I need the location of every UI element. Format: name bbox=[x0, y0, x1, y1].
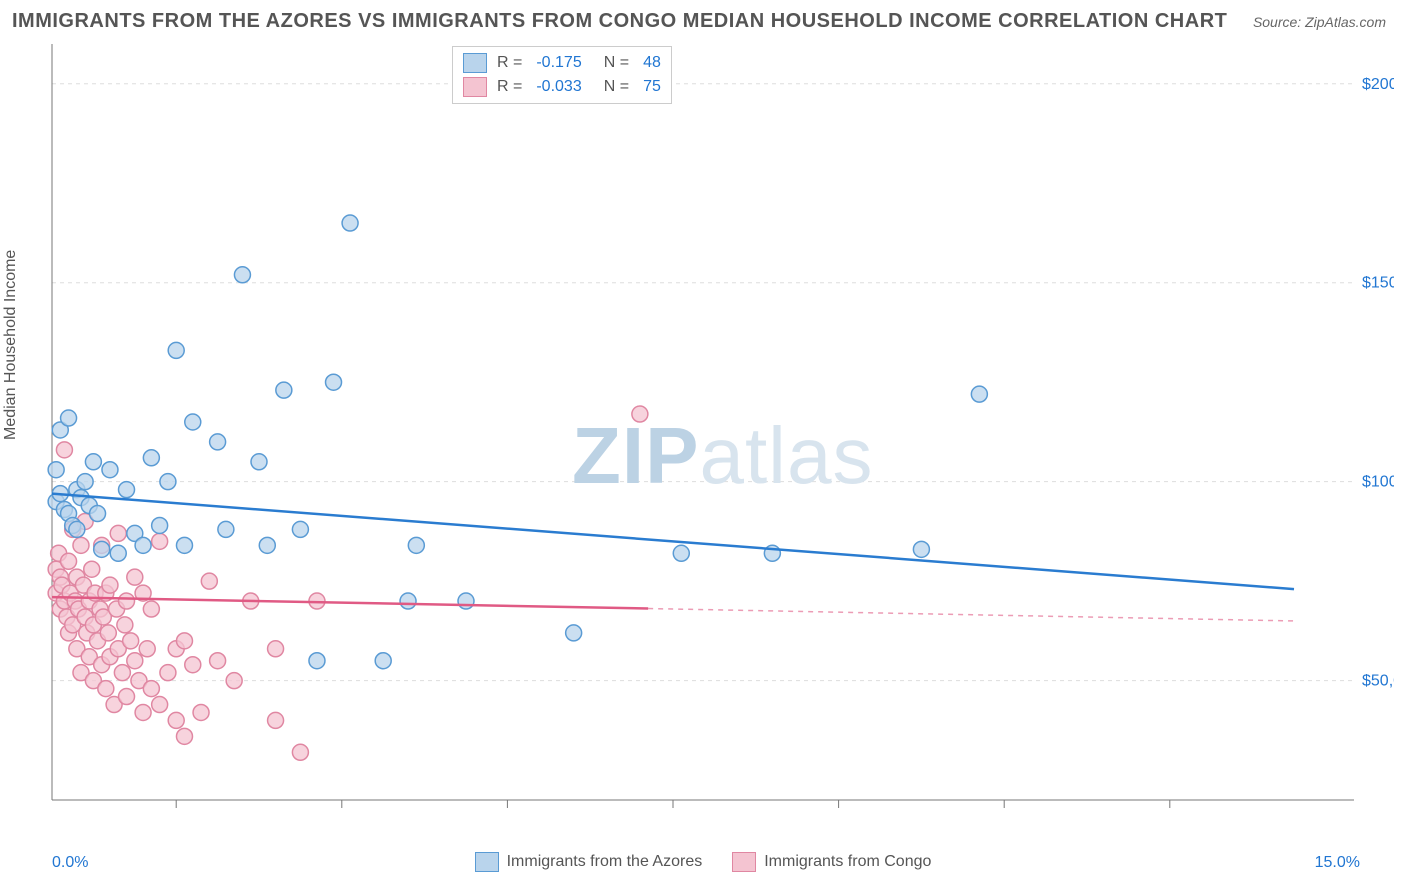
series-legend: Immigrants from the Azores Immigrants fr… bbox=[12, 852, 1394, 872]
swatch-azores-bottom bbox=[475, 852, 499, 872]
r-value-congo: -0.033 bbox=[536, 78, 581, 96]
swatch-azores bbox=[463, 53, 487, 73]
svg-text:$150,000: $150,000 bbox=[1362, 275, 1394, 292]
swatch-congo-bottom bbox=[732, 852, 756, 872]
n-value-azores: 48 bbox=[643, 54, 661, 72]
legend-row-azores: R = -0.175 N = 48 bbox=[463, 51, 661, 75]
legend-label-congo: Immigrants from Congo bbox=[764, 853, 931, 871]
n-value-congo: 75 bbox=[643, 78, 661, 96]
chart-title: IMMIGRANTS FROM THE AZORES VS IMMIGRANTS… bbox=[12, 10, 1227, 33]
n-label: N = bbox=[604, 54, 629, 72]
correlation-legend: R = -0.175 N = 48 R = -0.033 N = 75 bbox=[452, 46, 672, 104]
legend-label-azores: Immigrants from the Azores bbox=[507, 853, 703, 871]
n-label: N = bbox=[604, 78, 629, 96]
r-value-azores: -0.175 bbox=[536, 54, 581, 72]
legend-item-azores: Immigrants from the Azores bbox=[475, 852, 703, 872]
scatter-plot: $50,000 $100,000 $150,000 $200,000 bbox=[12, 40, 1394, 840]
legend-item-congo: Immigrants from Congo bbox=[732, 852, 931, 872]
r-label: R = bbox=[497, 78, 522, 96]
svg-text:$200,000: $200,000 bbox=[1362, 76, 1394, 93]
svg-text:$100,000: $100,000 bbox=[1362, 474, 1394, 491]
legend-row-congo: R = -0.033 N = 75 bbox=[463, 75, 661, 99]
chart-container: Median Household Income ZIPatlas $50,000… bbox=[12, 40, 1394, 880]
source-label: Source: ZipAtlas.com bbox=[1253, 14, 1386, 30]
y-axis-label: Median Household Income bbox=[2, 250, 20, 440]
svg-text:$50,000: $50,000 bbox=[1362, 673, 1394, 690]
r-label: R = bbox=[497, 54, 522, 72]
swatch-congo bbox=[463, 77, 487, 97]
